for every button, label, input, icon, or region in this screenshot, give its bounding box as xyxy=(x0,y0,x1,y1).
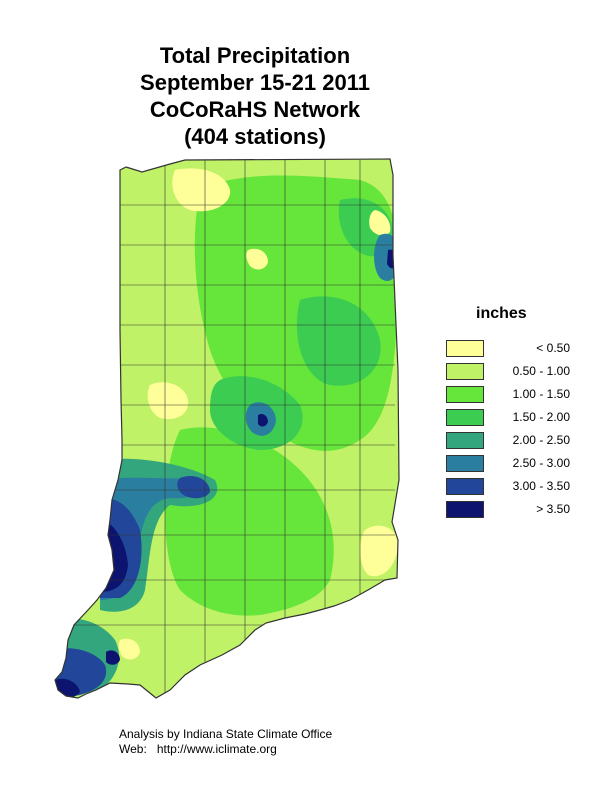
legend-item: < 0.50 xyxy=(446,337,586,359)
legend-label: 0.50 - 1.00 xyxy=(512,364,570,378)
zone-lt-0.5-north xyxy=(172,168,231,212)
web-label: Web: xyxy=(119,742,147,756)
zone-lt-0.5-central xyxy=(246,248,268,270)
legend-item: 1.50 - 2.00 xyxy=(446,406,586,428)
legend-swatch xyxy=(446,339,484,357)
legend: inches < 0.50 0.50 - 1.00 1.00 - 1.50 1.50 … xyxy=(446,305,586,521)
legend-swatch xyxy=(446,362,484,380)
zone-gt-3.5-vanderburgh xyxy=(106,650,120,665)
title-line-3: CoCoRaHS Network xyxy=(149,97,361,122)
web-credit: Web: http://www.iclimate.org xyxy=(119,742,332,757)
legend-label: 2.50 - 3.00 xyxy=(512,456,570,470)
zone-lt-0.5-west xyxy=(147,382,189,420)
zone-2.5-3.0-east xyxy=(374,233,399,281)
precip-fill xyxy=(55,159,399,698)
legend-item: > 3.50 xyxy=(446,498,586,520)
zone-1.5-2.0-east xyxy=(296,296,381,386)
legend-swatch xyxy=(446,454,484,472)
zone-lt-0.5-ne xyxy=(369,210,391,236)
legend-item: 1.00 - 1.50 xyxy=(446,383,586,405)
zone-3.0-3.5-knox xyxy=(177,475,210,499)
zone-1.0-1.5-south xyxy=(165,427,334,616)
legend-item: 2.50 - 3.00 xyxy=(446,452,586,474)
legend-rows: < 0.50 0.50 - 1.00 1.00 - 1.50 1.50 - 2.00 2… xyxy=(446,337,586,520)
legend-item: 2.00 - 2.50 xyxy=(446,429,586,451)
legend-item: 0.50 - 1.00 xyxy=(446,360,586,382)
legend-swatch xyxy=(446,477,484,495)
legend-swatch xyxy=(446,500,484,518)
legend-item: 3.00 - 3.50 xyxy=(446,475,586,497)
legend-label: 2.00 - 2.50 xyxy=(512,433,570,447)
legend-label: 3.00 - 3.50 xyxy=(512,479,570,493)
title-line-4: (404 stations) xyxy=(184,124,326,149)
map-title: Total Precipitation September 15-21 2011… xyxy=(60,42,450,150)
zone-lt-0.5-sw xyxy=(118,638,140,660)
legend-swatch xyxy=(446,431,484,449)
legend-label: 1.50 - 2.00 xyxy=(512,410,570,424)
county-lines xyxy=(70,160,395,698)
web-url: http://www.iclimate.org xyxy=(156,742,277,756)
zone-lt-0.5-se xyxy=(360,525,398,577)
title-line-1: Total Precipitation xyxy=(159,43,351,68)
legend-label: 1.00 - 1.50 xyxy=(512,387,570,401)
analysis-credit: Analysis by Indiana State Climate Office xyxy=(119,727,333,741)
legend-title: inches xyxy=(476,305,527,322)
legend-label: > 3.50 xyxy=(536,502,570,516)
web-spacer xyxy=(147,742,157,756)
legend-label: < 0.50 xyxy=(536,341,570,355)
legend-swatch xyxy=(446,408,484,426)
title-line-2: September 15-21 2011 xyxy=(140,70,370,95)
legend-swatch xyxy=(446,385,484,403)
zone-gt-3.5-central xyxy=(258,413,268,427)
credit: Analysis by Indiana State Climate Office… xyxy=(119,727,332,757)
